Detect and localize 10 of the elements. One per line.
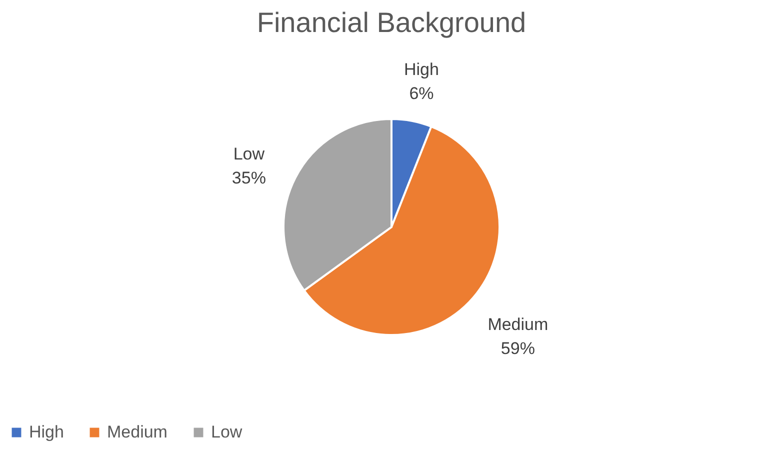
slice-label: Low [233, 144, 266, 164]
slice-label: Medium [488, 315, 548, 334]
data-label: 35% [232, 168, 266, 188]
data-label: 59% [500, 339, 535, 358]
legend-label: Low [211, 422, 243, 442]
data-label: 6% [409, 84, 434, 103]
chart-title: Financial Background [256, 7, 526, 38]
legend-label: Medium [107, 422, 168, 442]
legend-label: High [29, 422, 64, 442]
slice-label: High [404, 60, 439, 79]
